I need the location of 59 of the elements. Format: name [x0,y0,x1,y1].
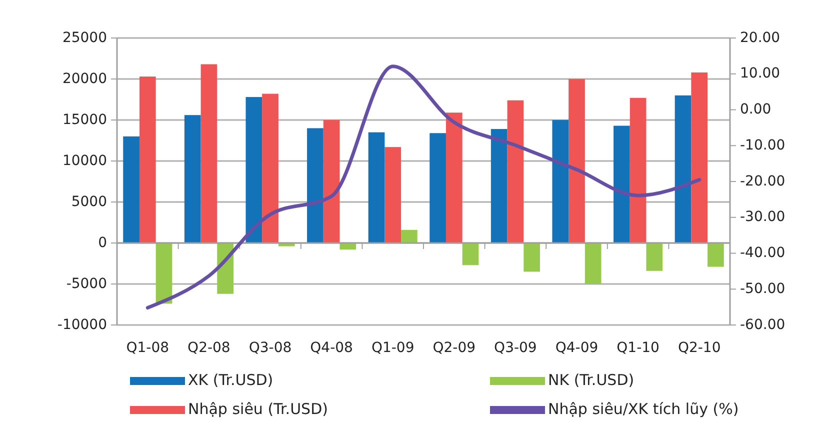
bar [368,132,385,243]
y2-tick-label: -20.00 [740,173,786,190]
bar [307,128,324,243]
y2-tick-label: -50.00 [740,280,786,297]
bar [552,120,569,243]
x-tick-label: Q1-08 [126,340,170,356]
y-tick-label: 15000 [62,112,107,128]
bar [646,243,663,271]
bar [184,115,201,243]
bar [323,120,340,243]
x-tick-label: Q3-09 [494,340,537,356]
bar [490,129,508,243]
y2-tick-label: -40.00 [740,245,786,262]
y2-tick-label: -60.00 [740,316,786,333]
bar [430,133,446,243]
bar [401,230,418,243]
x-tick-label: Q2-10 [678,340,721,356]
y-tick-label: -10000 [57,316,107,333]
bar [446,112,462,243]
bar [156,243,172,304]
bar [123,136,140,243]
bar [674,95,692,243]
bar [462,243,479,266]
y2-tick-label: 0.00 [740,102,772,118]
x-tick-label: Q4-09 [555,340,598,356]
bar [691,72,708,243]
bar [507,100,524,243]
legend-label: Nhập siêu (Tr.USD) [188,400,328,418]
y-tick-label: 10000 [62,152,107,169]
y-tick-label: 20000 [62,70,107,87]
y2-tick-label: 10.00 [740,66,780,82]
bar [708,243,724,267]
bar [139,76,156,243]
bar [614,126,630,243]
bar [584,243,602,284]
bar [524,243,540,272]
y-tick-label: 5000 [71,194,107,210]
legend-label: Nhập siêu/XK tích lũy (%) [548,400,739,418]
legend-label: XK (Tr.USD) [188,371,274,390]
x-tick-label: Q3-08 [248,340,292,356]
line-series [146,64,702,310]
y-tick-label: -5000 [66,276,107,292]
bar [630,98,646,243]
bar [262,94,278,243]
y-tick-label: 0 [98,234,107,251]
y2-tick-label: 20.00 [740,30,780,46]
bar [568,79,585,243]
bar [200,64,218,243]
legend-label: NK (Tr.USD) [548,371,634,390]
y2-tick-label: -30.00 [740,209,786,226]
x-tick-label: Q4-08 [310,340,353,356]
y-tick-label: 25000 [62,30,107,46]
bar [246,97,262,243]
x-tick-label: Q2-09 [432,340,476,356]
y2-tick-label: -10.00 [740,137,786,154]
x-tick-label: Q1-10 [616,340,660,356]
x-tick-label: Q2-08 [188,340,230,356]
bar [384,147,402,243]
x-tick-label: Q1-09 [371,340,414,356]
